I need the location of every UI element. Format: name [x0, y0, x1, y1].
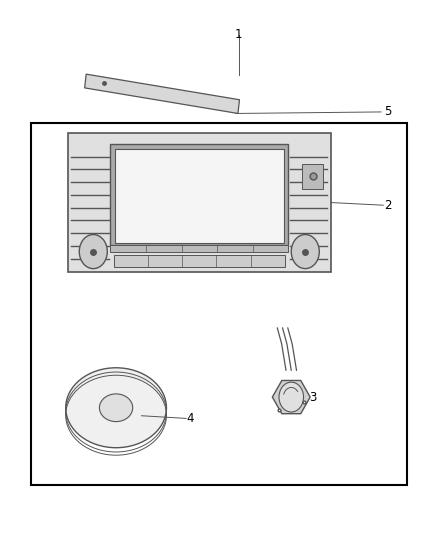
Ellipse shape	[99, 394, 133, 422]
Text: 1: 1	[235, 28, 243, 41]
Circle shape	[291, 235, 319, 269]
Bar	[114, 255, 285, 266]
Polygon shape	[272, 381, 310, 414]
Text: 4: 4	[187, 412, 194, 425]
Text: 5: 5	[384, 106, 391, 118]
Circle shape	[279, 382, 304, 412]
Circle shape	[79, 235, 107, 269]
Text: 2: 2	[384, 199, 392, 212]
Bar	[110, 144, 288, 245]
Polygon shape	[85, 74, 240, 114]
Bar	[68, 133, 331, 272]
Bar	[115, 149, 284, 243]
Bar	[110, 245, 288, 252]
Bar	[302, 164, 323, 189]
Text: 3: 3	[310, 391, 317, 403]
Bar	[31, 123, 407, 485]
Ellipse shape	[66, 368, 166, 448]
